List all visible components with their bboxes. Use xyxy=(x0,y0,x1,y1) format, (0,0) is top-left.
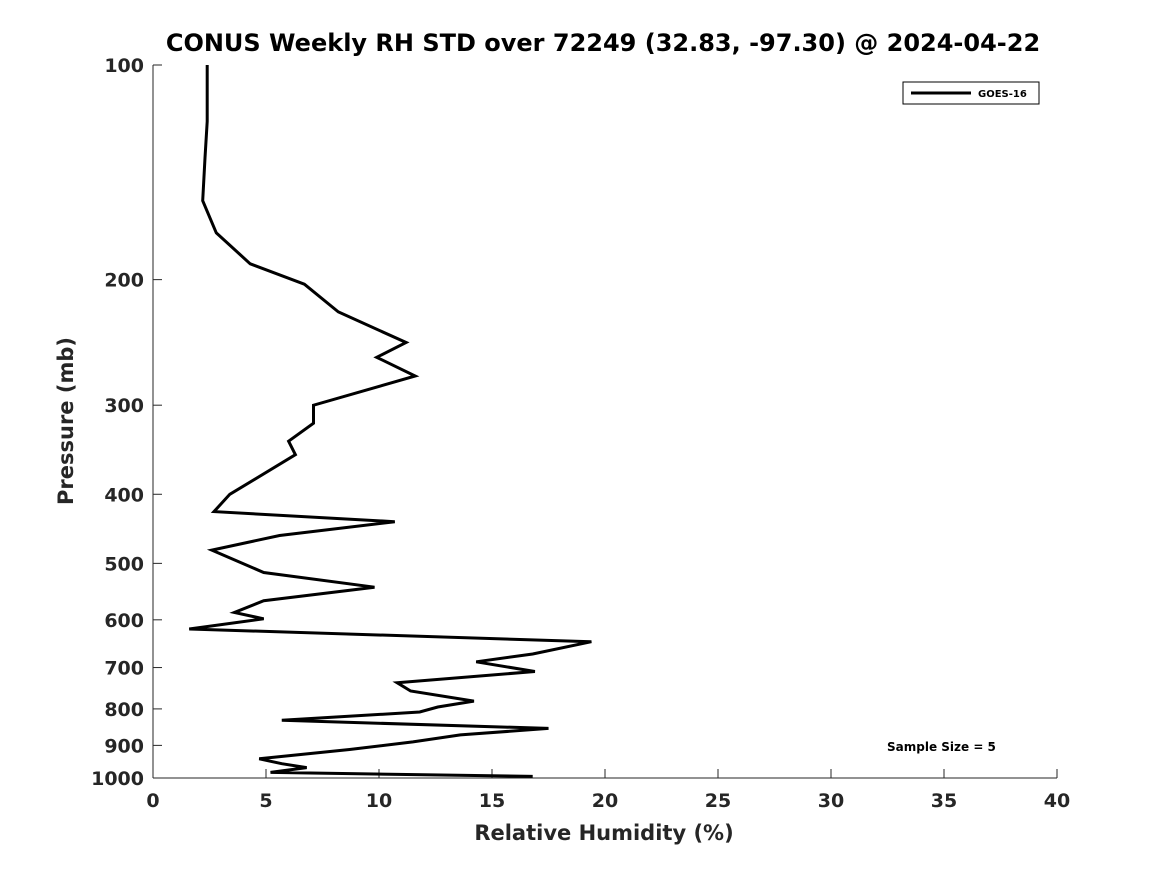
x-axis: 0 5 10 15 20 25 30 35 40 xyxy=(146,769,1070,812)
x-tick-label: 15 xyxy=(479,790,505,812)
y-tick-label: 100 xyxy=(104,55,144,77)
series-line-goes-16 xyxy=(188,65,592,778)
x-tick-label: 10 xyxy=(366,790,392,812)
x-tick-label: 20 xyxy=(592,790,618,812)
x-tick-label: 30 xyxy=(818,790,844,812)
y-axis-label: Pressure (mb) xyxy=(54,337,78,505)
series-layer xyxy=(188,65,592,778)
x-tick-label: 25 xyxy=(705,790,731,812)
y-tick-label: 500 xyxy=(104,553,144,575)
y-tick-label: 200 xyxy=(104,270,144,292)
sample-size-annotation: Sample Size = 5 xyxy=(887,740,996,754)
chart-title: CONUS Weekly RH STD over 72249 (32.83, -… xyxy=(166,29,1040,57)
y-tick-label: 600 xyxy=(104,610,144,632)
x-tick-label: 5 xyxy=(259,790,272,812)
x-tick-label: 40 xyxy=(1044,790,1070,812)
x-tick-label: 0 xyxy=(146,790,159,812)
y-tick-label: 800 xyxy=(104,699,144,721)
y-tick-label: 400 xyxy=(104,484,144,506)
legend-entry-goes-16: GOES-16 xyxy=(978,89,1027,100)
y-tick-label: 300 xyxy=(104,395,144,417)
y-axis: 100 200 300 400 500 600 700 800 900 1000 xyxy=(91,55,162,790)
y-tick-label: 700 xyxy=(104,658,144,680)
y-tick-label: 1000 xyxy=(91,768,144,790)
x-tick-label: 35 xyxy=(931,790,957,812)
y-tick-label: 900 xyxy=(104,735,144,757)
x-axis-label: Relative Humidity (%) xyxy=(474,821,733,845)
legend: GOES-16 xyxy=(902,81,1040,105)
